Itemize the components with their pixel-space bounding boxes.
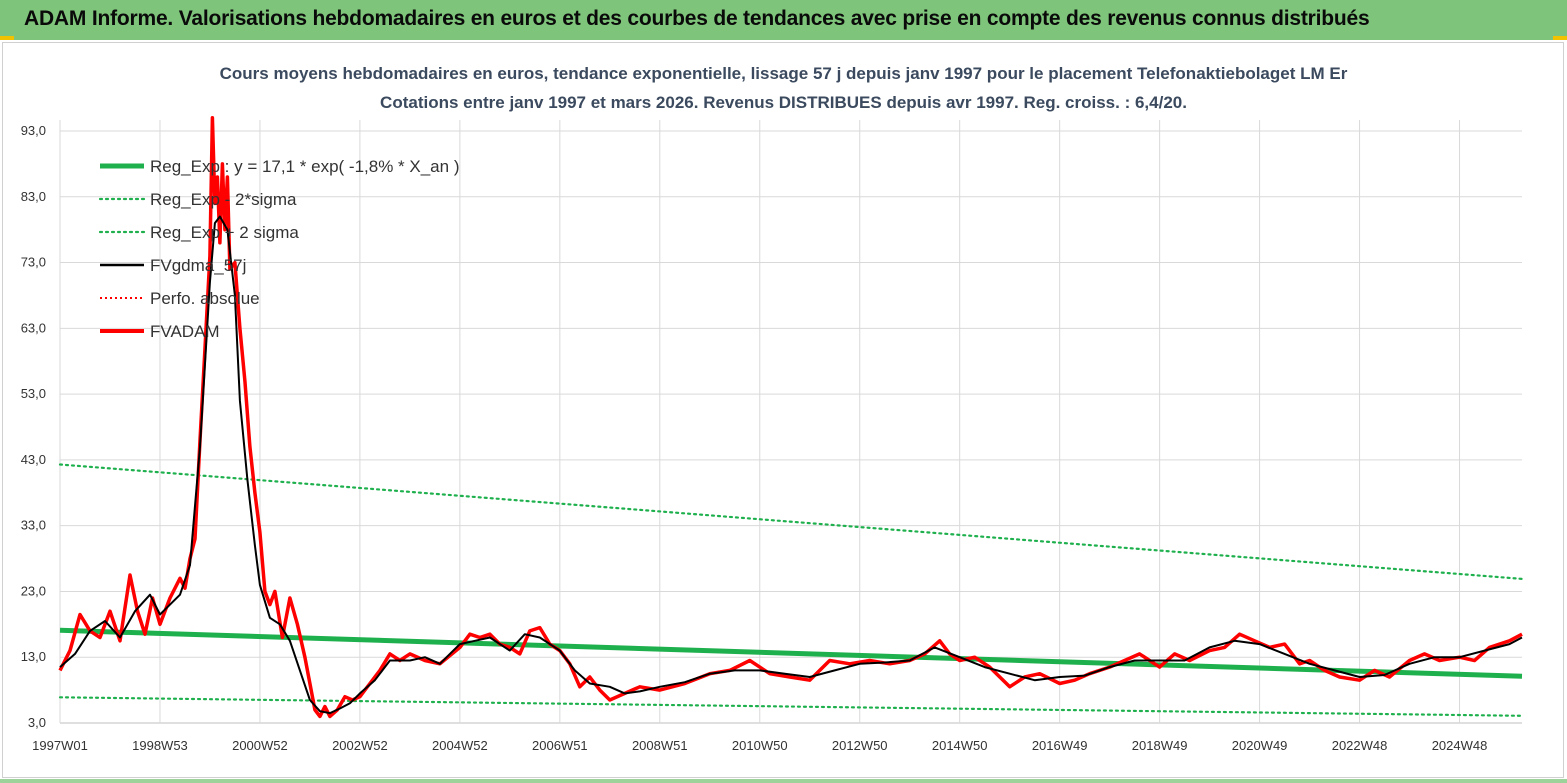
x-tick-label: 2016W49 <box>1032 738 1088 753</box>
x-tick-label: 2002W52 <box>332 738 388 753</box>
x-tick-label: 2004W52 <box>432 738 488 753</box>
chart-subtitle: Cotations entre janv 1997 et mars 2026. … <box>380 93 1187 112</box>
legend-label-perfo: Perfo. absolue <box>150 289 260 308</box>
x-tick-label: 2008W51 <box>632 738 688 753</box>
y-axis: 3,0 13,0 23,0 33,0 43,0 53,0 63,0 73,0 83,0 93,0 <box>21 123 46 730</box>
legend-label-fvgdma: FVgdma_57j <box>150 256 246 275</box>
chart-legend: Reg_Exp : y = 17,1 * exp( -1,8% * X_an )… <box>98 157 459 341</box>
x-tick-label: 1998W53 <box>132 738 188 753</box>
legend-label-sigma-minus: Reg_Exp + 2 sigma <box>150 223 299 242</box>
y-tick-label: 73,0 <box>21 255 46 270</box>
x-tick-label: 2012W50 <box>832 738 888 753</box>
x-axis: 1997W01 1998W53 2000W52 2002W52 2004W52 2006W… <box>32 738 1487 753</box>
y-tick-label: 83,0 <box>21 189 46 204</box>
chart-series <box>58 116 1524 719</box>
x-tick-label: 2010W50 <box>732 738 788 753</box>
series-reg-exp <box>59 627 1523 679</box>
bottom-strip <box>0 779 1567 783</box>
chart-grid <box>59 120 1522 724</box>
x-tick-label: 2022W48 <box>1332 738 1388 753</box>
legend-label-fvadam: FVADAM <box>150 322 220 341</box>
x-tick-label: 2014W50 <box>932 738 988 753</box>
banner-accent-right <box>1553 36 1567 40</box>
x-tick-label: 1997W01 <box>32 738 88 753</box>
series-sigma-minus <box>58 696 1524 717</box>
x-tick-label: 2000W52 <box>232 738 288 753</box>
chart-title: Cours moyens hebdomadaires en euros, ten… <box>219 64 1348 83</box>
y-tick-label: 53,0 <box>21 386 46 401</box>
y-tick-label: 43,0 <box>21 452 46 467</box>
banner-title: ADAM Informe. Valorisations hebdomadaire… <box>24 7 1370 30</box>
series-fvadam <box>58 116 1523 719</box>
x-tick-label: 2020W49 <box>1232 738 1288 753</box>
series-fvgdma <box>59 215 1523 715</box>
y-tick-label: 33,0 <box>21 518 46 533</box>
y-tick-label: 13,0 <box>21 649 46 664</box>
header-banner <box>0 0 1567 40</box>
series-sigma-plus <box>58 463 1524 580</box>
y-tick-label: 3,0 <box>28 715 46 730</box>
banner-accent-left <box>0 36 14 40</box>
y-tick-label: 63,0 <box>21 320 46 335</box>
legend-label-sigma-plus: Reg_Exp - 2*sigma <box>150 190 297 209</box>
x-tick-label: 2006W51 <box>532 738 588 753</box>
y-tick-label: 23,0 <box>21 583 46 598</box>
x-tick-label: 2018W49 <box>1132 738 1188 753</box>
x-tick-label: 2024W48 <box>1432 738 1488 753</box>
legend-label-reg-exp: Reg_Exp : y = 17,1 * exp( -1,8% * X_an ) <box>150 157 459 176</box>
y-tick-label: 93,0 <box>21 123 46 138</box>
